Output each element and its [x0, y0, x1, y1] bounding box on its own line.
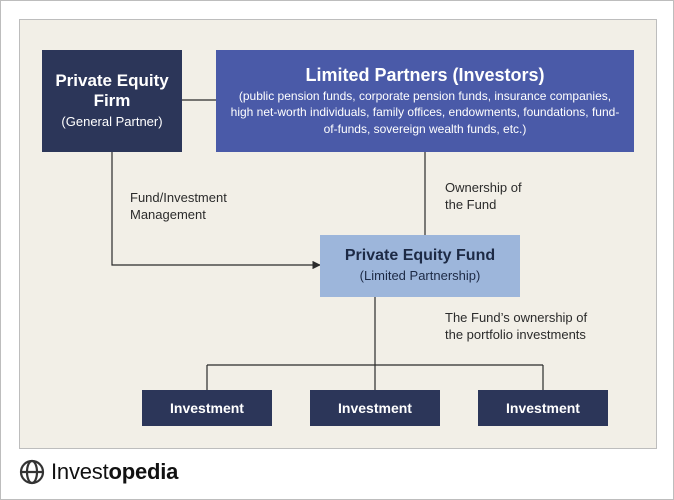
node-subtitle: (General Partner): [61, 113, 162, 131]
edge-label-management: Fund/Investment Management: [130, 190, 227, 224]
node-title: Investment: [338, 400, 412, 416]
node-limited-partners: Limited Partners (Investors) (public pen…: [216, 50, 634, 152]
node-private-equity-fund: Private Equity Fund (Limited Partnership…: [320, 235, 520, 297]
label-line: Ownership of: [445, 180, 522, 197]
node-title: Investment: [506, 400, 580, 416]
node-private-equity-firm: Private Equity Firm (General Partner): [42, 50, 182, 152]
node-title: Private Equity Firm: [52, 71, 172, 111]
edge-label-ownership: Ownership of the Fund: [445, 180, 522, 214]
globe-icon: [19, 459, 45, 485]
label-line: The Fund’s ownership of: [445, 310, 587, 327]
node-title: Investment: [170, 400, 244, 416]
node-investment-1: Investment: [142, 390, 272, 426]
label-line: the Fund: [445, 197, 522, 214]
node-title: Private Equity Fund: [345, 247, 495, 265]
brand-logo: Investopedia: [19, 459, 178, 485]
edge-label-portfolio: The Fund’s ownership of the portfolio in…: [445, 310, 587, 344]
node-investment-2: Investment: [310, 390, 440, 426]
node-title: Limited Partners (Investors): [305, 65, 544, 86]
diagram-panel: Private Equity Firm (General Partner) Li…: [19, 19, 657, 449]
label-line: Management: [130, 207, 227, 224]
node-investment-3: Investment: [478, 390, 608, 426]
label-line: the portfolio investments: [445, 327, 587, 344]
node-subtitle: (Limited Partnership): [360, 267, 481, 285]
outer-frame: Private Equity Firm (General Partner) Li…: [0, 0, 674, 500]
brand-name: Investopedia: [51, 459, 178, 485]
node-subtitle: (public pension funds, corporate pension…: [226, 88, 624, 137]
label-line: Fund/Investment: [130, 190, 227, 207]
